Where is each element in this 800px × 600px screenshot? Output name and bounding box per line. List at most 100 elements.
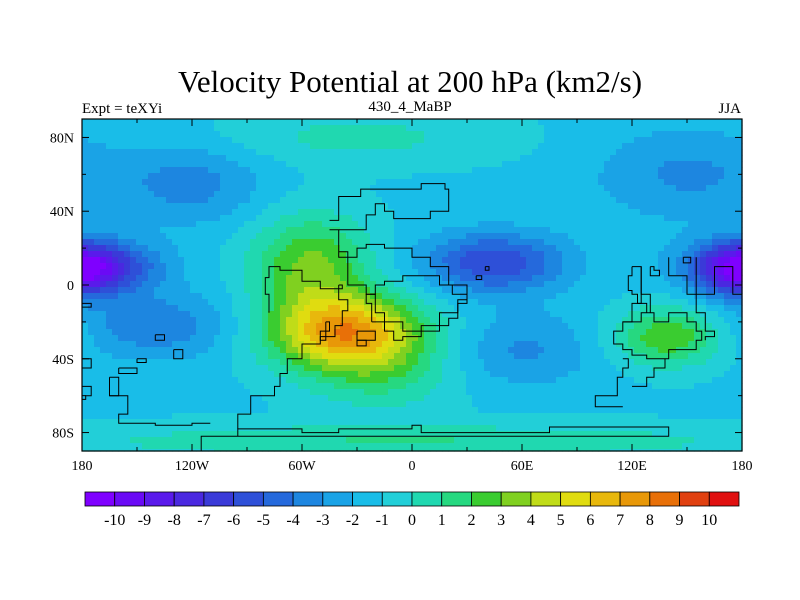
field-cell [118,305,125,312]
field-cell [442,329,449,336]
field-cell [508,131,515,138]
field-cell [100,323,107,330]
field-cell [736,275,743,282]
field-cell [490,125,497,132]
field-cell [580,161,587,168]
field-cell [346,197,353,204]
field-cell [274,203,281,210]
field-cell [580,329,587,336]
field-cell [634,377,641,384]
field-cell [370,335,377,342]
field-cell [382,275,389,282]
field-cell [466,149,473,156]
field-cell [556,125,563,132]
field-cell [676,377,683,384]
field-cell [82,347,89,354]
field-cell [352,353,359,360]
field-cell [610,185,617,192]
field-cell [502,359,509,366]
field-cell [292,155,299,162]
field-cell [214,269,221,276]
field-cell [148,257,155,264]
field-cell [346,119,353,126]
field-cell [586,287,593,294]
field-cell [586,323,593,330]
field-cell [562,275,569,282]
field-cell [424,191,431,198]
field-cell [706,323,713,330]
field-cell [262,245,269,252]
field-cell [736,239,743,246]
field-cell [190,353,197,360]
field-cell [160,281,167,288]
field-cell [232,341,239,348]
field-cell [256,245,263,252]
field-cell [232,389,239,396]
field-cell [286,359,293,366]
field-cell [418,137,425,144]
field-cell [256,329,263,336]
field-cell [688,323,695,330]
field-cell [472,281,479,288]
field-cell [682,239,689,246]
field-cell [274,155,281,162]
field-cell [598,191,605,198]
field-cell [598,227,605,234]
field-cell [268,275,275,282]
field-cell [724,371,731,378]
field-cell [700,371,707,378]
field-cell [472,137,479,144]
field-cell [418,365,425,372]
field-cell [490,245,497,252]
field-cell [676,167,683,174]
field-cell [676,317,683,324]
field-cell [676,365,683,372]
field-cell [412,209,419,216]
field-cell [538,125,545,132]
field-cell [730,293,737,300]
field-cell [472,215,479,222]
field-cell [376,119,383,126]
field-cell [214,383,221,390]
field-cell [628,365,635,372]
field-cell [100,305,107,312]
field-cell [664,149,671,156]
field-cell [580,239,587,246]
field-cell [334,137,341,144]
field-cell [436,203,443,210]
field-cell [106,359,113,366]
field-cell [538,287,545,294]
field-cell [520,311,527,318]
field-cell [388,119,395,126]
field-cell [214,263,221,270]
field-cell [466,305,473,312]
field-cell [694,173,701,180]
field-cell [484,287,491,294]
field-cell [382,155,389,162]
field-cell [256,167,263,174]
field-cell [676,305,683,312]
field-cell [484,239,491,246]
field-cell [130,215,137,222]
field-cell [718,137,725,144]
field-cell [586,299,593,306]
field-cell [190,347,197,354]
field-cell [250,137,257,144]
field-cell [544,233,551,240]
field-cell [238,365,245,372]
field-cell [436,359,443,366]
field-cell [220,137,227,144]
field-cell [382,269,389,276]
field-cell [412,365,419,372]
field-cell [148,143,155,150]
field-cell [682,251,689,258]
field-cell [256,161,263,168]
field-cell [658,281,665,288]
field-cell [550,353,557,360]
field-cell [208,341,215,348]
field-cell [274,191,281,198]
field-cell [304,191,311,198]
field-cell [184,317,191,324]
field-cell [736,269,743,276]
field-cell [430,197,437,204]
